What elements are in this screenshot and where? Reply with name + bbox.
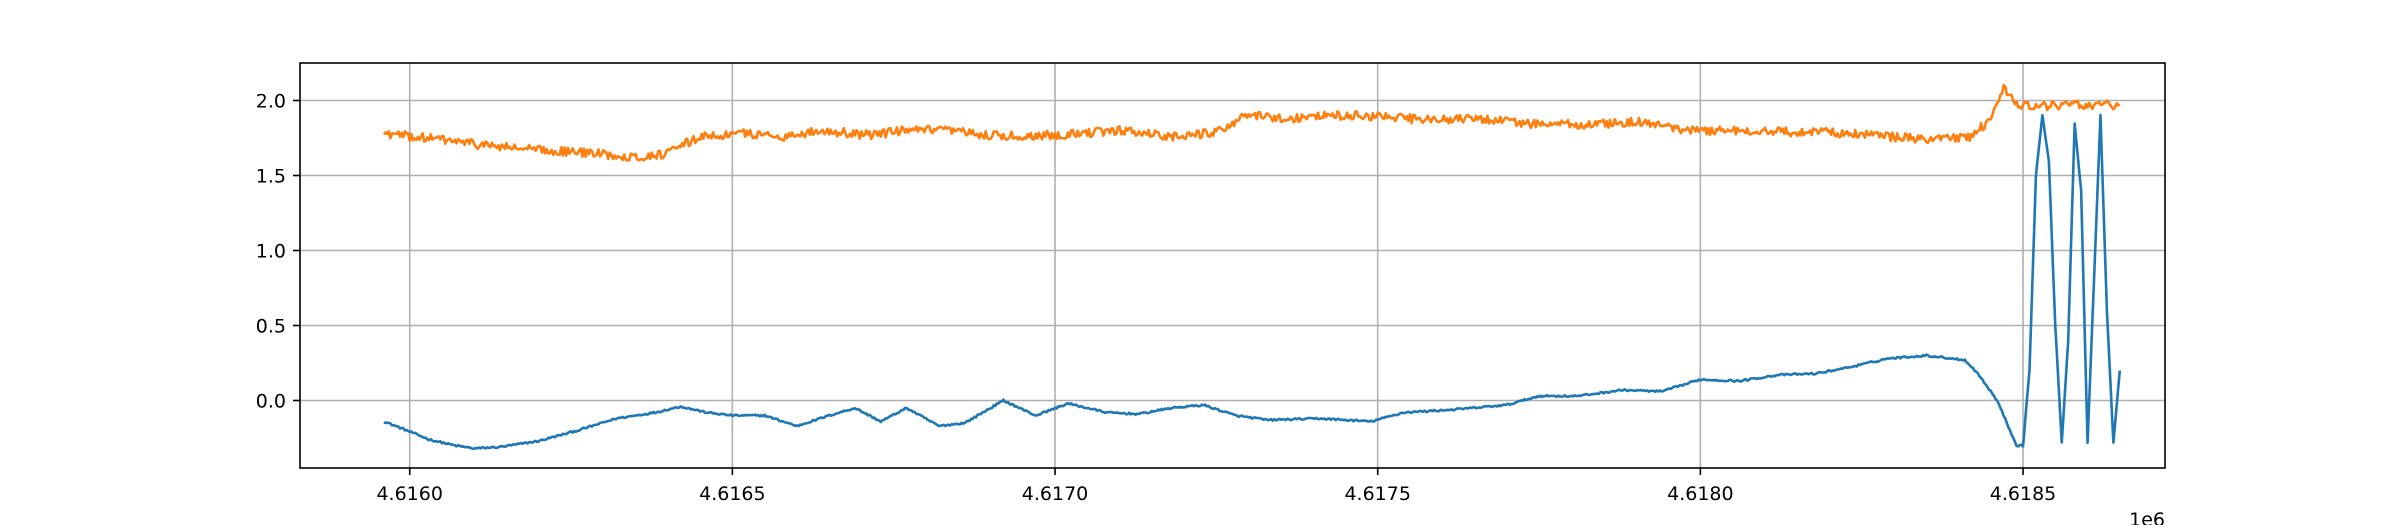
grid (300, 63, 2165, 468)
x-tick-label: 4.6175 (1344, 483, 1410, 505)
series-layer (382, 83, 2122, 451)
x-tick-label: 4.6160 (376, 483, 442, 505)
y-tick-label: 1.0 (256, 241, 286, 263)
series-line-2 (382, 83, 2120, 162)
ticks: 4.6160 4.6165 4.6170 4.6175 4.6180 4.6185 0.0 0… (256, 91, 2056, 506)
plot-frame (299, 62, 2166, 469)
x-tick-label: 4.6185 (1990, 483, 2056, 505)
y-tick-label: 0.0 (256, 391, 286, 413)
x-tick-label: 4.6180 (1667, 483, 1733, 505)
x-tick-label: 4.6165 (699, 483, 765, 505)
x-tick-label: 4.6170 (1022, 483, 1088, 505)
y-tick-label: 2.0 (256, 91, 286, 113)
series-line-1 (383, 113, 2122, 451)
y-tick-label: 1.5 (256, 166, 286, 188)
y-tick-label: 0.5 (256, 316, 286, 338)
x-axis-offset-label: 1e6 (2129, 509, 2165, 525)
